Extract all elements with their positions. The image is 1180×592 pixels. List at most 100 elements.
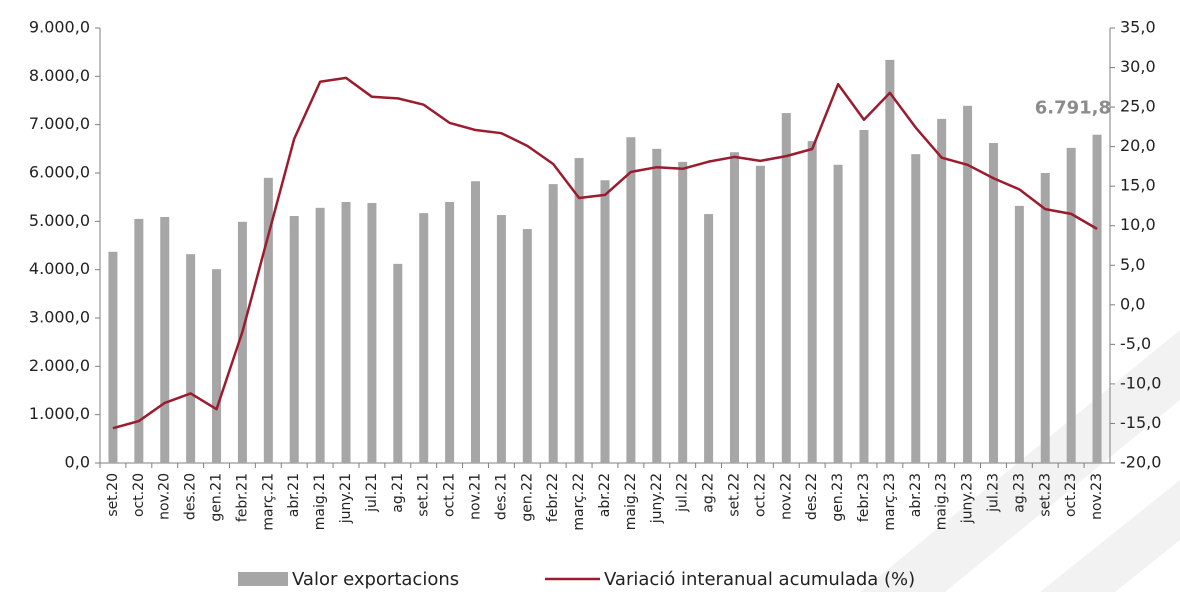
bar bbox=[729, 152, 739, 463]
x-tick-label: jul.22 bbox=[675, 473, 691, 513]
bar bbox=[341, 202, 351, 463]
x-tick-label: nov.22 bbox=[778, 473, 794, 520]
bar bbox=[1014, 205, 1024, 463]
x-tick-label: febr.23 bbox=[856, 473, 872, 522]
x-tick-label: maig.23 bbox=[934, 473, 950, 530]
x-tick-label: gen.22 bbox=[519, 473, 535, 522]
y-tick-label: 7.000,0 bbox=[29, 114, 90, 133]
bar bbox=[1040, 173, 1050, 463]
data-label: 6.791,8 bbox=[1035, 98, 1111, 119]
bar bbox=[186, 254, 196, 463]
y2-tick-label: -20,0 bbox=[1120, 453, 1161, 472]
y-tick-label: 8.000,0 bbox=[29, 66, 90, 85]
x-tick-label: set.22 bbox=[726, 473, 742, 517]
y2-tick-label: 35,0 bbox=[1120, 18, 1156, 37]
x-tick-label: oct.20 bbox=[131, 473, 147, 517]
x-tick-label: abr.23 bbox=[908, 473, 924, 517]
bar bbox=[781, 113, 791, 464]
x-tick-label: oct.22 bbox=[752, 473, 768, 517]
x-tick-label: oct.21 bbox=[442, 473, 458, 517]
bar bbox=[911, 154, 921, 463]
y2-tick-label: 30,0 bbox=[1120, 57, 1156, 76]
x-tick-label: juny.21 bbox=[338, 473, 354, 524]
x-tick-label: set.23 bbox=[1037, 473, 1053, 517]
bar bbox=[1092, 134, 1102, 463]
legend-label: Variació interanual acumulada (%) bbox=[604, 569, 915, 590]
x-tick-label: nov.21 bbox=[468, 473, 484, 520]
x-tick-label: jul.21 bbox=[364, 473, 380, 513]
y2-tick-label: -10,0 bbox=[1120, 373, 1161, 392]
y2-tick-label: 15,0 bbox=[1120, 176, 1156, 195]
bar bbox=[885, 59, 895, 464]
x-tick-label: febr.22 bbox=[545, 473, 561, 522]
x-tick-label: març.21 bbox=[260, 473, 276, 531]
bar bbox=[678, 161, 688, 463]
bar bbox=[626, 137, 636, 463]
x-tick-label: oct.23 bbox=[1063, 473, 1079, 517]
x-tick-label: set.20 bbox=[105, 473, 121, 517]
y-tick-label: 0,0 bbox=[65, 453, 90, 472]
x-tick-label: jul.23 bbox=[985, 473, 1001, 513]
bar bbox=[134, 218, 144, 463]
legend-swatch bbox=[238, 572, 288, 586]
y-tick-label: 4.000,0 bbox=[29, 259, 90, 278]
x-tick-label: des.20 bbox=[183, 473, 199, 520]
bar bbox=[263, 177, 273, 464]
bar bbox=[471, 181, 481, 463]
x-tick-label: juny.22 bbox=[649, 473, 665, 524]
bar bbox=[160, 216, 170, 463]
x-tick-label: gen.21 bbox=[209, 473, 225, 522]
y2-tick-label: 10,0 bbox=[1120, 215, 1156, 234]
bar bbox=[108, 251, 118, 463]
bar bbox=[600, 180, 610, 463]
bar bbox=[1066, 147, 1076, 463]
y2-tick-label: 5,0 bbox=[1120, 255, 1145, 274]
y-tick-label: 9.000,0 bbox=[29, 18, 90, 37]
x-tick-label: nov.23 bbox=[1089, 473, 1105, 520]
x-tick-label: juny.23 bbox=[960, 473, 976, 524]
y2-tick-label: -15,0 bbox=[1120, 413, 1161, 432]
x-tick-label: febr.21 bbox=[234, 473, 250, 522]
y-tick-label: 6.000,0 bbox=[29, 163, 90, 182]
y2-tick-label: -5,0 bbox=[1120, 334, 1151, 353]
x-tick-label: des.22 bbox=[804, 473, 820, 520]
x-tick-label: març.23 bbox=[882, 473, 898, 531]
bar bbox=[496, 215, 506, 463]
bar bbox=[315, 207, 325, 463]
bar bbox=[807, 141, 817, 463]
x-tick-label: ag.21 bbox=[390, 473, 406, 513]
x-tick-label: març.22 bbox=[571, 473, 587, 531]
y2-tick-label: 20,0 bbox=[1120, 136, 1156, 155]
bar bbox=[237, 221, 247, 463]
x-tick-label: maig.21 bbox=[312, 473, 328, 530]
bar bbox=[522, 229, 532, 463]
decor bbox=[1040, 480, 1180, 592]
legend-label: Valor exportacions bbox=[292, 569, 459, 590]
bar bbox=[393, 263, 403, 463]
bar bbox=[859, 129, 869, 463]
x-tick-label: gen.23 bbox=[830, 473, 846, 522]
x-tick-label: set.21 bbox=[416, 473, 432, 517]
bar bbox=[574, 158, 584, 463]
x-tick-label: abr.22 bbox=[597, 473, 613, 517]
x-tick-label: nov.20 bbox=[157, 473, 173, 520]
bar bbox=[963, 105, 973, 464]
bar bbox=[367, 202, 377, 463]
y-tick-label: 3.000,0 bbox=[29, 308, 90, 327]
bar bbox=[289, 216, 299, 463]
bar bbox=[419, 213, 429, 463]
x-tick-label: maig.22 bbox=[623, 473, 639, 530]
line bbox=[112, 76, 1098, 430]
bar bbox=[212, 269, 222, 463]
bar bbox=[988, 143, 998, 464]
x-tick-label: ag.23 bbox=[1011, 473, 1027, 513]
y-tick-label: 2.000,0 bbox=[29, 356, 90, 375]
bar bbox=[937, 118, 947, 463]
bar bbox=[755, 165, 765, 463]
bar bbox=[704, 214, 714, 463]
x-tick-label: abr.21 bbox=[286, 473, 302, 517]
y2-tick-label: 25,0 bbox=[1120, 97, 1156, 116]
x-tick-label: ag.22 bbox=[701, 473, 717, 513]
bar bbox=[833, 164, 843, 464]
